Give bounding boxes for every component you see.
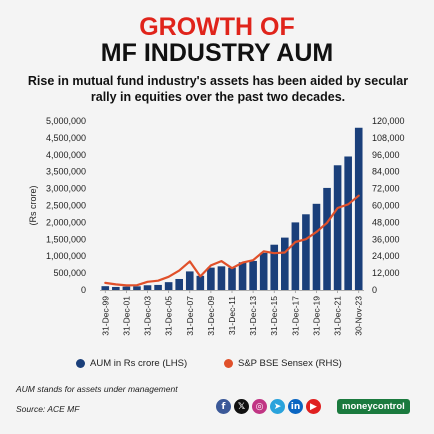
bar-aum: [164, 282, 173, 290]
chart-canvas: 0 500,000 1,000,000 1,500,000 2,000,000 2,500…: [28, 116, 405, 336]
bar-aum: [333, 165, 342, 290]
bar-aum: [238, 262, 247, 290]
bar-aum: [354, 127, 363, 290]
bar-aum: [154, 284, 162, 290]
bar-aum: [228, 267, 236, 290]
legend-swatch-aum: [76, 359, 85, 368]
bar-aum: [323, 187, 331, 290]
y-tick-right: 36,000: [372, 234, 400, 244]
y-tick-left: 2,000,000: [46, 217, 86, 227]
bar-aum: [207, 267, 215, 290]
bar-aum: [344, 156, 352, 290]
bar-aum: [249, 260, 257, 290]
y-tick-left: 4,000,000: [46, 150, 86, 160]
y-tick-left: 1,500,000: [46, 234, 86, 244]
x-tick-label: 31-Dec-03: [143, 296, 153, 336]
y-tick-left: 2,500,000: [46, 201, 86, 211]
y-tick-left: 5,000,000: [46, 116, 86, 126]
bar-aum: [185, 271, 194, 290]
bar-aum: [175, 278, 184, 290]
legend-item-aum: AUM in Rs crore (LHS): [76, 358, 187, 369]
x-tick-label: 31-Dec-17: [290, 296, 300, 336]
bar-aum: [143, 285, 152, 290]
y-tick-right: 12,000: [372, 268, 400, 278]
bar-aum: [312, 203, 321, 290]
y-tick-left: 3,500,000: [46, 167, 86, 177]
legend-swatch-sensex: [224, 359, 233, 368]
bar-aum: [291, 222, 300, 290]
y-tick-right: 48,000: [372, 217, 400, 227]
y-tick-right: 84,000: [372, 167, 400, 177]
y-tick-right: 120,000: [372, 116, 405, 126]
title-line-2: MF INDUSTRY AUM: [100, 39, 334, 67]
youtube-icon[interactable]: ▶: [306, 399, 321, 414]
footnote: AUM stands for assets under management: [16, 384, 178, 394]
chart-subtitle: Rise in mutual fund industry's assets ha…: [27, 74, 409, 104]
brand-logo: moneycontrol: [337, 399, 410, 414]
bar-aum: [196, 275, 205, 290]
y-axis-label: (Rs crore): [28, 185, 38, 225]
y-tick-right: 72,000: [372, 184, 400, 194]
telegram-icon[interactable]: ➤: [270, 399, 285, 414]
bar-aum: [133, 286, 141, 290]
x-icon[interactable]: 𝕏: [234, 399, 249, 414]
social-icons: f 𝕏 ◎ ➤ in ▶: [216, 399, 324, 414]
bar-aum: [270, 244, 279, 290]
y-tick-left: 4,500,000: [46, 133, 86, 143]
legend-label-sensex: S&P BSE Sensex (RHS): [238, 358, 342, 369]
y-tick-left: 3,000,000: [46, 184, 86, 194]
source-note: Source: ACE MF: [16, 404, 80, 414]
x-tick-label: 30-Nov-23: [354, 296, 364, 336]
bar-aum: [302, 214, 310, 290]
x-tick-label: 31-Dec-13: [248, 296, 258, 336]
x-tick-label: 31-Dec-11: [227, 296, 237, 335]
x-tick-label: 31-Dec-07: [185, 296, 195, 336]
bar-aum: [259, 252, 268, 290]
y-tick-right: 24,000: [372, 251, 400, 261]
y-tick-left: 0: [81, 285, 86, 295]
y-tick-left: 500,000: [53, 268, 86, 278]
x-tick-label: 31-Dec-01: [121, 296, 131, 336]
x-tick-label: 31-Dec-19: [311, 296, 321, 336]
y-tick-right: 0: [372, 285, 377, 295]
x-tick-label: 31-Dec-15: [269, 296, 279, 336]
line-sensex: [104, 194, 360, 287]
x-tick-label: 31-Dec-99: [100, 296, 110, 336]
title-line-1: GROWTH OF: [139, 13, 295, 41]
x-tick-label: 31-Dec-21: [333, 296, 343, 336]
legend-label-aum: AUM in Rs crore (LHS): [90, 358, 188, 369]
y-tick-left: 1,000,000: [46, 251, 86, 261]
x-tick-label: 31-Dec-05: [164, 296, 174, 336]
bar-aum: [101, 286, 110, 290]
facebook-icon[interactable]: f: [216, 399, 231, 414]
x-tick-label: 31-Dec-09: [206, 296, 216, 336]
y-tick-right: 108,000: [372, 133, 405, 143]
linkedin-icon[interactable]: in: [288, 399, 303, 414]
y-tick-right: 96,000: [372, 150, 400, 160]
bar-aum: [112, 286, 120, 290]
bar-aum: [122, 286, 131, 290]
bar-aum: [217, 266, 226, 290]
y-tick-right: 60,000: [372, 201, 400, 211]
instagram-icon[interactable]: ◎: [252, 399, 267, 414]
legend-item-sensex: S&P BSE Sensex (RHS): [224, 358, 342, 369]
bar-aum: [280, 237, 289, 290]
